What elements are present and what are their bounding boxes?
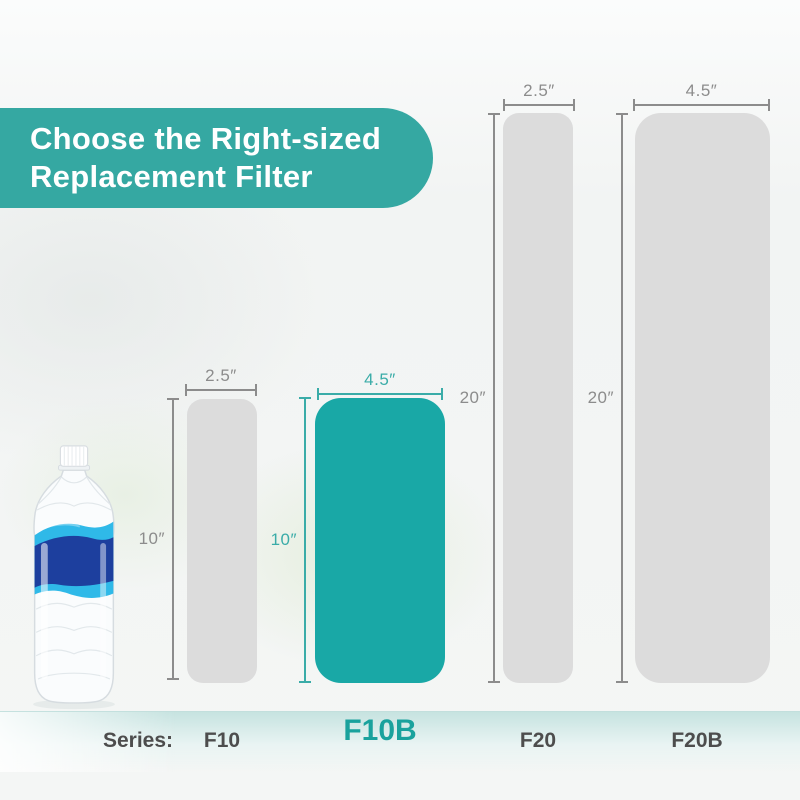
- width-label-f20b: 4.5″: [685, 81, 718, 100]
- height-label-f20b: 20″: [587, 388, 614, 407]
- measure-tick-icon: [573, 99, 575, 111]
- measure-tick-icon: [768, 99, 770, 111]
- header-banner: Choose the Right-sized Replacement Filte…: [0, 108, 433, 208]
- measure-cap-icon: [167, 678, 179, 680]
- series-item-f20: F20: [519, 729, 557, 752]
- measure-tick-icon: [317, 388, 319, 400]
- measure-line: [185, 384, 257, 396]
- height-measure-f10b: 10″: [271, 397, 311, 683]
- filter-bar-f10: [187, 399, 257, 683]
- page-title-line1: Choose the Right-sized: [30, 121, 382, 156]
- measure-cap-icon: [616, 681, 628, 683]
- page-title: Choose the Right-sized Replacement Filte…: [0, 108, 433, 196]
- filter-bar-f10b-highlighted: [315, 398, 445, 683]
- width-label-f20: 2.5″: [523, 81, 555, 100]
- measure-cap-icon: [488, 113, 500, 115]
- measure-tick-icon: [255, 384, 257, 396]
- measure-line: [503, 99, 575, 111]
- measure-tick-icon: [633, 99, 635, 111]
- height-label-f10: 10″: [138, 529, 165, 548]
- width-measure-f10: 2.5″: [185, 366, 257, 396]
- series-item-f10b-highlighted: F10B: [343, 714, 417, 747]
- height-measure-f20: 20″: [460, 113, 500, 683]
- width-measure-f10b: 4.5″: [317, 370, 443, 400]
- width-measure-f20: 2.5″: [503, 81, 575, 111]
- water-bottle-image: [24, 442, 124, 714]
- filter-bar-f20: [503, 113, 573, 683]
- measure-cap-icon: [167, 398, 179, 400]
- measure-tick-icon: [185, 384, 187, 396]
- measure-cap-icon: [488, 681, 500, 683]
- width-measure-f20b: 4.5″: [633, 81, 770, 111]
- measure-cap-icon: [616, 113, 628, 115]
- height-label-f20: 20″: [459, 388, 486, 407]
- series-label: Series:: [102, 729, 174, 752]
- series-band: [0, 711, 800, 772]
- series-item-f20b: F20B: [671, 729, 723, 752]
- height-measure-f10: 10″: [139, 398, 179, 680]
- measure-line: [317, 388, 443, 400]
- width-label-f10: 2.5″: [205, 366, 237, 385]
- measure-tick-icon: [503, 99, 505, 111]
- measure-line: [633, 99, 770, 111]
- series-item-f10: F10: [203, 729, 241, 752]
- measure-tick-icon: [441, 388, 443, 400]
- height-label-f10b: 10″: [270, 530, 297, 549]
- measure-cap-icon: [299, 681, 311, 683]
- filter-bar-f20b: [635, 113, 770, 683]
- measure-cap-icon: [299, 397, 311, 399]
- width-label-f10b: 4.5″: [364, 370, 396, 389]
- height-measure-f20b: 20″: [588, 113, 628, 683]
- page-title-line2: Replacement Filter: [30, 159, 313, 194]
